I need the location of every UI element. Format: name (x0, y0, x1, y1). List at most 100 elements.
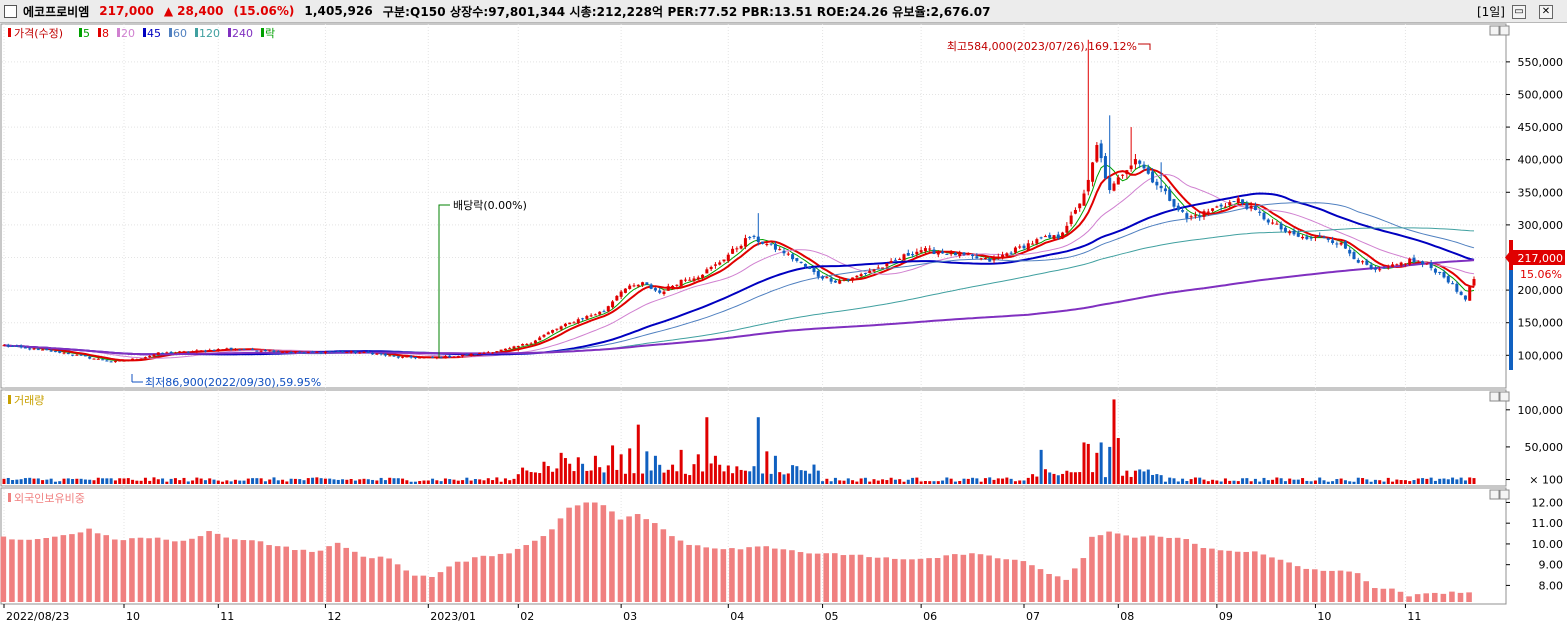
volume-bar (1056, 475, 1060, 484)
candle-body (889, 260, 893, 263)
close-icon[interactable]: ✕ (1539, 4, 1553, 19)
volume-bar (383, 480, 387, 484)
volume-bar (1421, 478, 1425, 484)
candle-body (353, 351, 357, 353)
volume-bar (1241, 478, 1245, 484)
volume-bar (842, 480, 846, 484)
foreign-ratio-bar (909, 559, 915, 602)
volume-bar (966, 478, 970, 484)
candle-body (1403, 263, 1407, 265)
pane-restore-icon[interactable] (1489, 391, 1500, 402)
volume-bar (58, 481, 62, 484)
price-y-tick-label: 450,000 (1518, 121, 1564, 134)
volume-bar (782, 474, 786, 484)
pane-restore-icon[interactable] (1489, 25, 1500, 36)
legend-ma-label: 240 (232, 27, 253, 40)
volume-bar (311, 477, 315, 484)
candle-body (555, 328, 559, 330)
stock-info: 구분:Q150 상장수:97,801,344 시총:212,228억 PER:7… (382, 4, 991, 19)
foreign-ratio-bar (317, 550, 324, 602)
foreign-ratio-bar (763, 546, 769, 602)
restore-icon[interactable]: ▭ (1512, 4, 1526, 19)
volume-bar (825, 478, 829, 484)
volume-bar (1455, 479, 1459, 484)
foreign-ratio-bar (386, 558, 392, 602)
candle-body (276, 351, 280, 353)
candle-body (88, 356, 92, 359)
volume-bar (186, 481, 190, 484)
pane-close-icon[interactable] (1499, 391, 1510, 402)
foreign-ratio-bar (1406, 596, 1412, 602)
volume-bar (1309, 481, 1313, 484)
select-checkbox[interactable] (4, 4, 17, 18)
pane-close-icon[interactable] (1499, 489, 1510, 500)
volume-bar (821, 481, 825, 484)
pane-close-icon[interactable] (1499, 25, 1510, 36)
candle-body (482, 352, 486, 354)
foreign-ratio-bar (472, 557, 478, 602)
foreign-ratio-bar (60, 535, 67, 602)
foreign-ratio-bar (1269, 557, 1275, 602)
candle-body (1176, 205, 1180, 211)
foreign-ratio-bar (720, 549, 727, 602)
foreign-ratio-bar (1440, 593, 1447, 602)
volume-bar (1013, 481, 1017, 484)
volume-bar (1125, 470, 1129, 484)
candle-body (1236, 198, 1240, 203)
price-y-tick-label: 400,000 (1518, 154, 1564, 167)
candle-body (1232, 201, 1236, 203)
price-y-tick-label: 350,000 (1518, 186, 1564, 199)
pane-restore-icon[interactable] (1489, 489, 1500, 500)
volume-bar (1215, 480, 1219, 484)
candle-body (1052, 235, 1056, 239)
volume-bar (739, 469, 743, 484)
candle-body (323, 351, 327, 353)
candle-body (143, 357, 147, 359)
foreign-ratio-bar (1003, 559, 1009, 602)
volume-bar (521, 467, 525, 484)
volume-bar (336, 479, 340, 484)
volume-bar (281, 479, 285, 484)
candle-body (66, 353, 70, 355)
volume-bar (786, 473, 790, 484)
volume-bar (28, 477, 32, 484)
volume-bar (473, 479, 477, 484)
candle-body (658, 290, 662, 293)
foreign-ratio-bar (1380, 588, 1387, 602)
volume-bar (1082, 442, 1086, 484)
foreign-ratio-bar (754, 546, 761, 602)
volume-bar (923, 481, 927, 484)
foreign-ratio-bar (917, 558, 924, 602)
legend-volume-label: 거래량 (14, 394, 44, 407)
candle-body (101, 359, 105, 361)
candle-body (242, 348, 246, 350)
candle-body (1459, 291, 1463, 295)
candle-body (679, 279, 683, 287)
volume-bar (611, 445, 615, 484)
candle-body (919, 250, 923, 253)
candle-body (1262, 212, 1266, 220)
volume-bar (542, 461, 546, 484)
legend-price-label: 가격(수정) (14, 27, 63, 40)
candle-body (752, 235, 756, 237)
foreign-ratio-bar (1363, 581, 1369, 602)
volume-bar (285, 481, 289, 484)
candle-body (439, 357, 443, 359)
foreign-ratio-bar (1157, 536, 1164, 602)
volume-bar (748, 471, 752, 484)
foreign-ratio-bar (523, 545, 529, 602)
candle-body (855, 275, 859, 278)
volume-bar (705, 417, 709, 484)
candle-body (1099, 143, 1103, 159)
volume-bar (889, 477, 893, 484)
period-selector[interactable]: [1일] (1476, 5, 1505, 19)
volume-bar (15, 479, 19, 484)
candle-body (456, 356, 460, 358)
volume-bar (945, 477, 949, 484)
candle-body (893, 259, 897, 261)
candle-body (1339, 242, 1343, 245)
legend-swatch (143, 28, 146, 37)
volume-bar (1095, 452, 1099, 484)
gridlines (2, 24, 1505, 604)
volume-bar (512, 478, 516, 484)
